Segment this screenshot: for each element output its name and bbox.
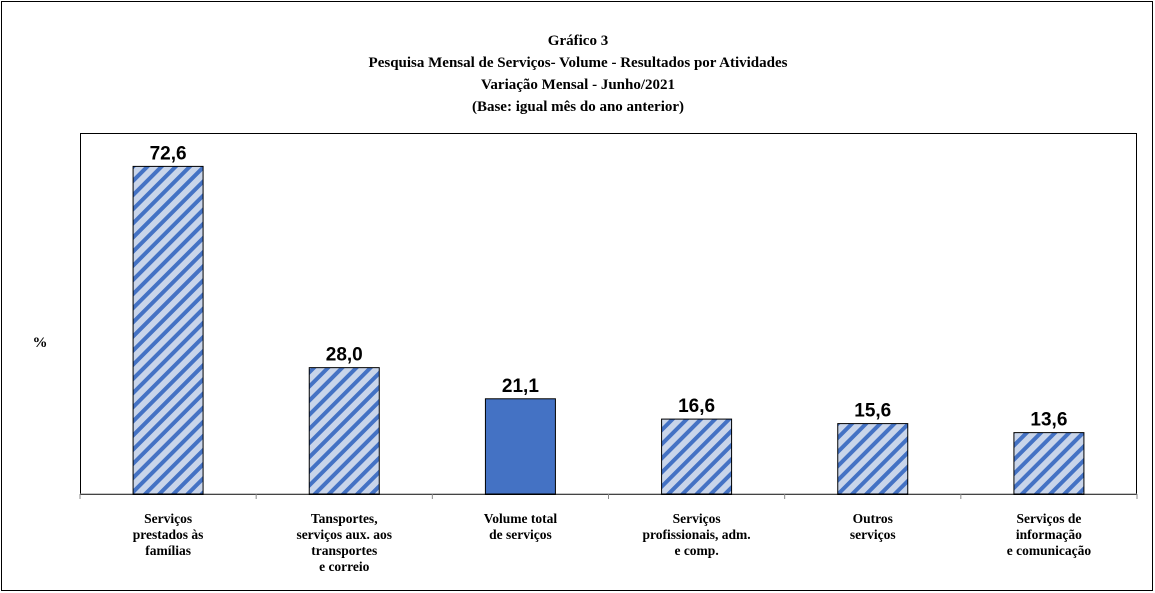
x-tick-label-line: famílias [145, 543, 191, 558]
value-label: 72,6 [150, 143, 187, 164]
y-axis-label: % [33, 335, 48, 351]
x-tick-label: Serviços de informação e comunicação [1007, 511, 1092, 558]
x-tick-label-line: informação [1016, 527, 1082, 542]
x-tick-label-line: de serviços [489, 527, 552, 542]
bar [132, 165, 204, 495]
x-tick-label-line: e comunicação [1007, 543, 1092, 558]
value-label: 21,1 [502, 376, 539, 397]
bar [661, 418, 733, 495]
x-tick-label-line: Serviços [673, 511, 721, 526]
x-tick-label-line: serviços aux. aos [296, 527, 392, 542]
x-tick-label-line: Tansportes, [311, 511, 378, 526]
x-tick-label: Serviços profissionais, adm. e comp. [643, 511, 751, 558]
x-tick-label-line: Volume total [484, 511, 558, 526]
value-label: 13,6 [1030, 410, 1067, 431]
x-tick-label-line: Serviços de [1016, 511, 1081, 526]
x-tick-label-line: Outros [853, 511, 893, 526]
x-tick-label: Outros serviços [850, 511, 896, 542]
value-label: 16,6 [678, 396, 715, 417]
x-tick-label-line: transportes [311, 543, 377, 558]
chart-title: Gráfico 3 [548, 33, 608, 49]
x-tick-label: Volume total de serviços [484, 511, 558, 542]
bar [308, 367, 380, 495]
value-label: 28,0 [326, 345, 363, 366]
x-tick-label-line: Serviços [144, 511, 192, 526]
chart-title: Variação Mensal - Junho/2021 [481, 77, 675, 93]
x-tick-label-line: e comp. [674, 543, 718, 558]
bar [837, 423, 909, 495]
x-tick-label: Serviços prestados às famílias [133, 511, 204, 558]
x-tick-label-line: prestados às [133, 527, 204, 542]
x-tick-label-line: profissionais, adm. [643, 527, 751, 542]
chart-title: (Base: igual mês do ano anterior) [472, 99, 684, 115]
x-tick-label: Tansportes, serviços aux. aos transportes e… [296, 511, 392, 574]
x-tick-label-line: serviços [850, 527, 896, 542]
bar [484, 398, 556, 495]
bar [1013, 432, 1085, 495]
chart-title: Pesquisa Mensal de Serviços- Volume - Re… [369, 55, 788, 71]
x-tick-label-line: e correio [319, 559, 370, 574]
value-label: 15,6 [854, 401, 891, 422]
